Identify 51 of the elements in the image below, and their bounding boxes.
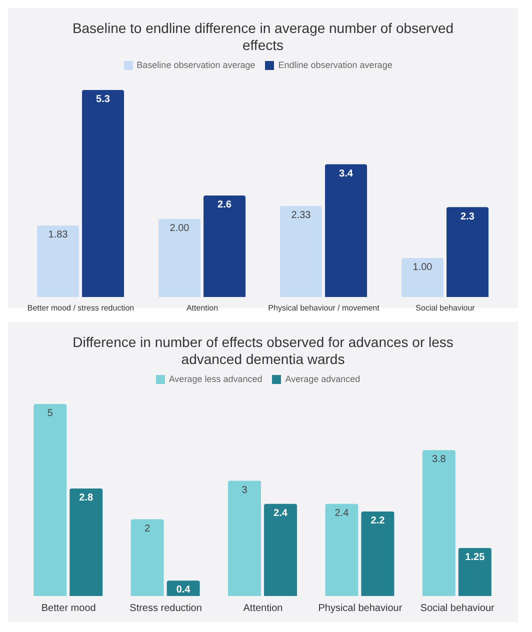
x-tick-label: Social behaviour xyxy=(420,603,496,614)
bar xyxy=(34,404,67,596)
chart-title: Baseline to endline difference in average number of observed effects xyxy=(71,20,455,54)
x-tick-label: Better mood / stress reduction xyxy=(27,304,134,313)
data-label: 1.83 xyxy=(48,230,68,241)
x-tick-label: Stress reduction xyxy=(130,603,202,614)
data-label: 0.4 xyxy=(176,584,191,596)
data-label: 1.25 xyxy=(465,552,486,564)
chart-title: Difference in number of effects observed for advances or less advanced dementia wards xyxy=(72,334,454,368)
data-label: 3.4 xyxy=(339,168,354,180)
data-label: 5 xyxy=(47,408,54,420)
bar xyxy=(70,488,103,596)
data-label: 2.3 xyxy=(460,211,475,222)
data-label: 2.8 xyxy=(79,492,94,504)
bar xyxy=(82,90,124,297)
x-tick-label: Physical behaviour xyxy=(318,603,403,614)
bar xyxy=(130,519,164,596)
data-label: 2.6 xyxy=(218,200,232,211)
data-label: 2.2 xyxy=(370,516,386,527)
x-tick-label: Physical behaviour / movement xyxy=(268,304,380,313)
bar xyxy=(446,207,489,297)
data-label: 2.4 xyxy=(274,508,288,519)
legend-label: Endline observation average xyxy=(278,60,392,70)
legend-label: Average less advanced xyxy=(168,374,262,384)
x-tick-label: Attention xyxy=(243,603,283,614)
x-tick-label: Attention xyxy=(186,304,218,313)
legend-label: Average advanced xyxy=(285,374,360,384)
bar xyxy=(325,164,368,297)
bar xyxy=(325,504,358,596)
bar xyxy=(228,480,262,596)
legend-label: Baseline observation average xyxy=(136,60,256,70)
data-label: 2.00 xyxy=(170,222,190,234)
bar xyxy=(204,195,246,297)
data-label: 5.3 xyxy=(96,94,110,106)
data-label: 2 xyxy=(144,523,151,534)
bar xyxy=(402,258,444,297)
data-label: 2.33 xyxy=(291,210,312,222)
bar xyxy=(280,206,322,297)
bar xyxy=(37,226,80,297)
bar xyxy=(361,512,394,596)
x-tick-label: Better mood xyxy=(41,603,96,614)
data-label: 2.4 xyxy=(334,508,350,519)
data-label: 3.8 xyxy=(432,454,446,466)
bar xyxy=(166,580,200,596)
data-label: 3 xyxy=(242,484,248,496)
bar xyxy=(158,218,201,297)
bar xyxy=(264,504,298,596)
bar xyxy=(458,548,492,596)
x-tick-label: Social behaviour xyxy=(416,304,476,313)
bar xyxy=(422,450,456,596)
data-label: 1.00 xyxy=(412,262,433,274)
